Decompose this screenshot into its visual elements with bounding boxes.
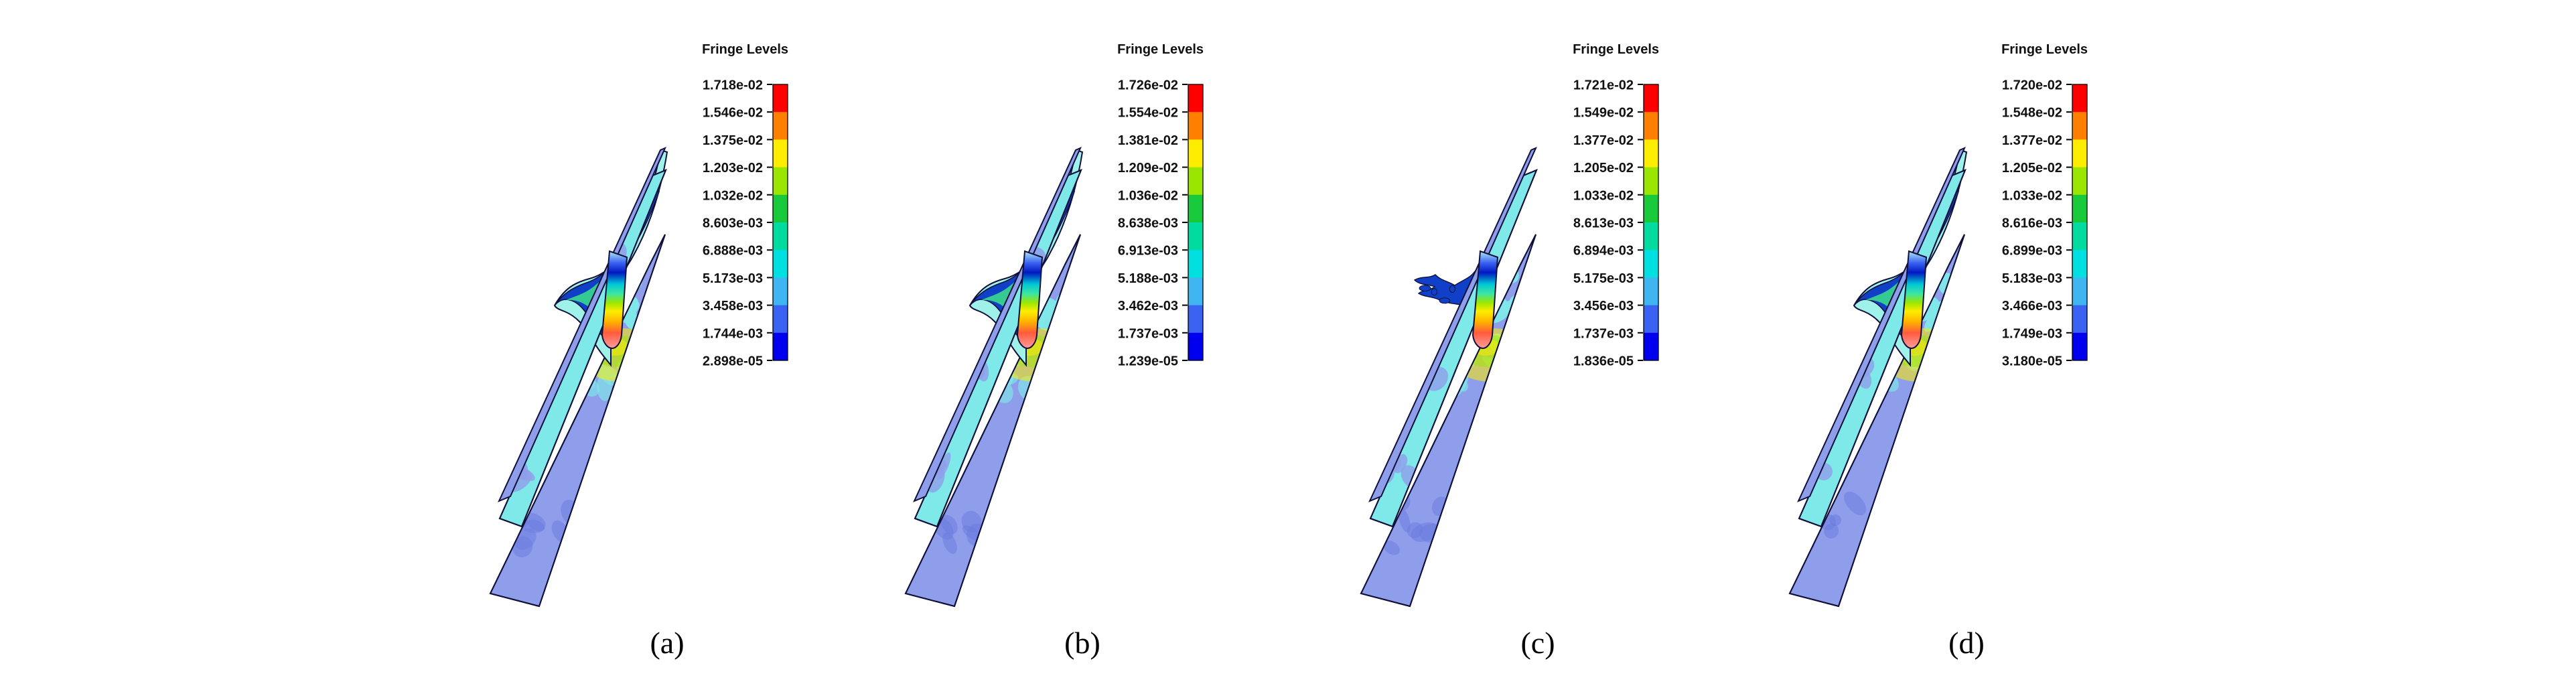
svg-text:1.377e-02: 1.377e-02 [2002, 133, 2062, 148]
svg-text:3.458e-03: 3.458e-03 [703, 299, 763, 314]
svg-text:Fringe Levels: Fringe Levels [702, 42, 788, 57]
svg-text:8.616e-03: 8.616e-03 [2002, 216, 2062, 231]
svg-text:Fringe Levels: Fringe Levels [1117, 42, 1204, 57]
svg-text:1.377e-02: 1.377e-02 [1573, 133, 1634, 148]
svg-text:1.548e-02: 1.548e-02 [2002, 106, 2062, 121]
svg-text:1.744e-03: 1.744e-03 [703, 326, 763, 341]
svg-text:Fringe Levels: Fringe Levels [1573, 42, 1659, 57]
svg-text:(b): (b) [1064, 626, 1100, 660]
svg-text:1.033e-02: 1.033e-02 [1573, 188, 1634, 203]
svg-text:1.721e-02: 1.721e-02 [1573, 78, 1634, 93]
svg-text:6.913e-03: 6.913e-03 [1118, 244, 1178, 259]
svg-text:1.209e-02: 1.209e-02 [1118, 161, 1178, 176]
svg-text:2.898e-05: 2.898e-05 [703, 354, 763, 369]
svg-text:1.836e-05: 1.836e-05 [1573, 354, 1634, 369]
svg-text:1.749e-03: 1.749e-03 [2002, 326, 2062, 341]
svg-text:(a): (a) [650, 626, 684, 660]
svg-text:1.381e-02: 1.381e-02 [1118, 133, 1178, 148]
svg-text:(d): (d) [1948, 626, 1985, 660]
svg-text:1.737e-03: 1.737e-03 [1573, 326, 1634, 341]
svg-text:1.036e-02: 1.036e-02 [1118, 188, 1178, 203]
svg-text:1.205e-02: 1.205e-02 [1573, 161, 1634, 176]
svg-text:1.718e-02: 1.718e-02 [703, 78, 763, 93]
svg-text:3.462e-03: 3.462e-03 [1118, 299, 1178, 314]
svg-text:6.888e-03: 6.888e-03 [703, 244, 763, 259]
svg-text:Fringe Levels: Fringe Levels [2001, 42, 2088, 57]
svg-text:3.456e-03: 3.456e-03 [1573, 299, 1634, 314]
svg-text:5.173e-03: 5.173e-03 [703, 271, 763, 286]
svg-text:1.032e-02: 1.032e-02 [703, 188, 763, 203]
svg-text:3.180e-05: 3.180e-05 [2002, 354, 2062, 369]
svg-text:6.899e-03: 6.899e-03 [2002, 244, 2062, 259]
svg-text:1.737e-03: 1.737e-03 [1118, 326, 1178, 341]
svg-text:(c): (c) [1520, 626, 1555, 660]
svg-text:5.175e-03: 5.175e-03 [1573, 271, 1634, 286]
svg-text:1.726e-02: 1.726e-02 [1118, 78, 1178, 93]
svg-text:8.603e-03: 8.603e-03 [703, 216, 763, 231]
svg-text:1.546e-02: 1.546e-02 [703, 106, 763, 121]
svg-text:5.188e-03: 5.188e-03 [1118, 271, 1178, 286]
svg-text:8.613e-03: 8.613e-03 [1573, 216, 1634, 231]
svg-text:1.203e-02: 1.203e-02 [703, 161, 763, 176]
svg-text:1.205e-02: 1.205e-02 [2002, 161, 2062, 176]
svg-text:3.466e-03: 3.466e-03 [2002, 299, 2062, 314]
svg-text:1.375e-02: 1.375e-02 [703, 133, 763, 148]
svg-text:1.554e-02: 1.554e-02 [1118, 106, 1178, 121]
svg-text:6.894e-03: 6.894e-03 [1573, 244, 1634, 259]
svg-text:8.638e-03: 8.638e-03 [1118, 216, 1178, 231]
svg-text:1.239e-05: 1.239e-05 [1118, 354, 1178, 369]
svg-text:5.183e-03: 5.183e-03 [2002, 271, 2062, 286]
svg-text:1.720e-02: 1.720e-02 [2002, 78, 2062, 93]
svg-text:1.033e-02: 1.033e-02 [2002, 188, 2062, 203]
svg-text:1.549e-02: 1.549e-02 [1573, 106, 1634, 121]
